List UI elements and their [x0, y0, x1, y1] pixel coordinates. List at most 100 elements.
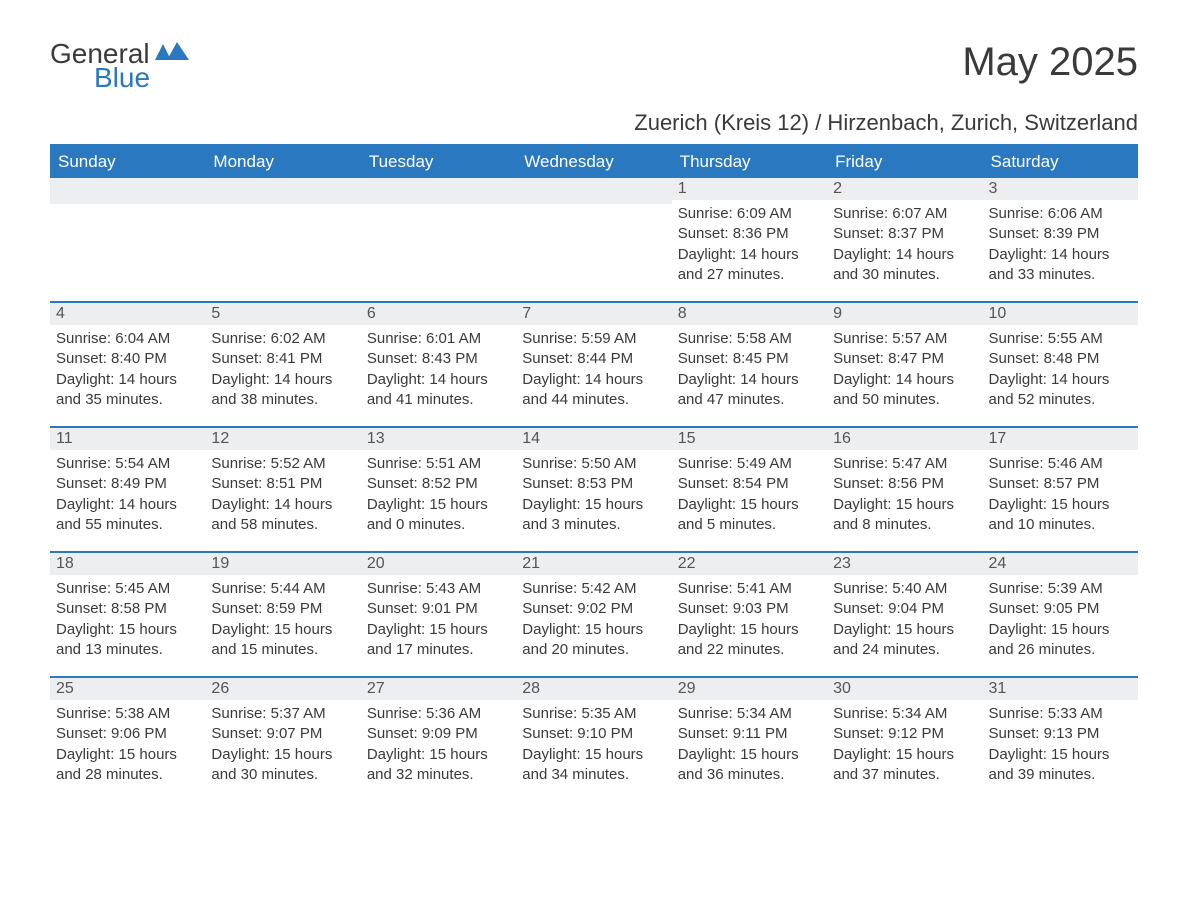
day-sunset: Sunset: 8:49 PM [56, 474, 199, 494]
day-daylight1: Daylight: 15 hours [367, 745, 510, 765]
day-sunset: Sunset: 8:39 PM [989, 224, 1132, 244]
header: General Blue May 2025 [50, 40, 1138, 92]
day-sunrise: Sunrise: 5:38 AM [56, 704, 199, 724]
day-number: 27 [361, 678, 516, 700]
day-sunrise: Sunrise: 5:50 AM [522, 454, 665, 474]
weekday-header: Monday [205, 146, 360, 178]
calendar-day: 10Sunrise: 5:55 AMSunset: 8:48 PMDayligh… [983, 303, 1138, 426]
day-daylight2: and 17 minutes. [367, 640, 510, 660]
calendar-day: 23Sunrise: 5:40 AMSunset: 9:04 PMDayligh… [827, 553, 982, 676]
day-number: 28 [516, 678, 671, 700]
calendar-day: 9Sunrise: 5:57 AMSunset: 8:47 PMDaylight… [827, 303, 982, 426]
day-sunrise: Sunrise: 5:59 AM [522, 329, 665, 349]
day-daylight2: and 24 minutes. [833, 640, 976, 660]
day-sunset: Sunset: 9:11 PM [678, 724, 821, 744]
day-number: 10 [983, 303, 1138, 325]
calendar-day: 26Sunrise: 5:37 AMSunset: 9:07 PMDayligh… [205, 678, 360, 801]
calendar-day: 8Sunrise: 5:58 AMSunset: 8:45 PMDaylight… [672, 303, 827, 426]
day-sunrise: Sunrise: 5:43 AM [367, 579, 510, 599]
day-details: Sunrise: 5:52 AMSunset: 8:51 PMDaylight:… [211, 454, 354, 535]
calendar-day [516, 178, 671, 301]
calendar-day: 28 Sunrise: 5:35 AMSunset: 9:10 PMDayligh… [516, 678, 671, 801]
day-number: 2 [827, 178, 982, 200]
calendar-day [205, 178, 360, 301]
day-daylight1: Daylight: 14 hours [522, 370, 665, 390]
day-daylight2: and 50 minutes. [833, 390, 976, 410]
day-details: Sunrise: 5:46 AMSunset: 8:57 PMDaylight:… [989, 454, 1132, 535]
day-daylight2: and 30 minutes. [211, 765, 354, 785]
day-sunrise: Sunrise: 5:58 AM [678, 329, 821, 349]
calendar-day [361, 178, 516, 301]
day-sunrise: Sunrise: 6:01 AM [367, 329, 510, 349]
day-daylight1: Daylight: 14 hours [833, 370, 976, 390]
day-daylight1: Daylight: 15 hours [56, 620, 199, 640]
day-daylight2: and 28 minutes. [56, 765, 199, 785]
calendar-day: 7Sunrise: 5:59 AMSunset: 8:44 PMDaylight… [516, 303, 671, 426]
day-details: Sunrise: 5:34 AMSunset: 9:11 PMDaylight:… [678, 704, 821, 785]
day-number: 7 [516, 303, 671, 325]
calendar-day: 24Sunrise: 5:39 AMSunset: 9:05 PMDayligh… [983, 553, 1138, 676]
day-number: 3 [983, 178, 1138, 200]
day-sunrise: Sunrise: 5:49 AM [678, 454, 821, 474]
day-details: Sunrise: 5:54 AMSunset: 8:49 PMDaylight:… [56, 454, 199, 535]
calendar-day: 15Sunrise: 5:49 AMSunset: 8:54 PMDayligh… [672, 428, 827, 551]
calendar-day: 2Sunrise: 6:07 AMSunset: 8:37 PMDaylight… [827, 178, 982, 301]
day-sunset: Sunset: 8:54 PM [678, 474, 821, 494]
day-daylight1: Daylight: 14 hours [367, 370, 510, 390]
day-sunset: Sunset: 8:53 PM [522, 474, 665, 494]
calendar: SundayMondayTuesdayWednesdayThursdayFrid… [50, 144, 1138, 801]
day-daylight1: Daylight: 14 hours [678, 370, 821, 390]
day-daylight2: and 38 minutes. [211, 390, 354, 410]
day-sunrise: Sunrise: 6:02 AM [211, 329, 354, 349]
day-details: Sunrise: 5:34 AMSunset: 9:12 PMDaylight:… [833, 704, 976, 785]
weekday-header: Friday [827, 146, 982, 178]
logo-word-blue: Blue [94, 64, 189, 92]
calendar-day: 22Sunrise: 5:41 AMSunset: 9:03 PMDayligh… [672, 553, 827, 676]
day-sunrise: Sunrise: 5:40 AM [833, 579, 976, 599]
day-sunset: Sunset: 8:59 PM [211, 599, 354, 619]
day-daylight2: and 27 minutes. [678, 265, 821, 285]
calendar-day: 21Sunrise: 5:42 AMSunset: 9:02 PMDayligh… [516, 553, 671, 676]
day-details: Sunrise: 6:04 AMSunset: 8:40 PMDaylight:… [56, 329, 199, 410]
day-number: 30 [827, 678, 982, 700]
day-daylight2: and 32 minutes. [367, 765, 510, 785]
day-daylight2: and 22 minutes. [678, 640, 821, 660]
calendar-day: 20Sunrise: 5:43 AMSunset: 9:01 PMDayligh… [361, 553, 516, 676]
day-daylight1: Daylight: 15 hours [522, 745, 665, 765]
day-daylight1: Daylight: 15 hours [989, 495, 1132, 515]
day-daylight2: and 44 minutes. [522, 390, 665, 410]
day-daylight2: and 35 minutes. [56, 390, 199, 410]
day-number [361, 178, 516, 204]
logo-text: General Blue [50, 40, 189, 92]
day-sunrise: Sunrise: 5:54 AM [56, 454, 199, 474]
day-daylight1: Daylight: 14 hours [989, 245, 1132, 265]
day-number: 14 [516, 428, 671, 450]
day-number: 8 [672, 303, 827, 325]
calendar-day: 30 Sunrise: 5:34 AMSunset: 9:12 PMDayligh… [827, 678, 982, 801]
day-daylight1: Daylight: 15 hours [678, 495, 821, 515]
day-number: 29 [672, 678, 827, 700]
calendar-day: 31Sunrise: 5:33 AMSunset: 9:13 PMDayligh… [983, 678, 1138, 801]
day-sunset: Sunset: 8:41 PM [211, 349, 354, 369]
day-daylight1: Daylight: 15 hours [367, 620, 510, 640]
calendar-day: 29 Sunrise: 5:34 AMSunset: 9:11 PMDayligh… [672, 678, 827, 801]
day-sunset: Sunset: 8:36 PM [678, 224, 821, 244]
day-number: 9 [827, 303, 982, 325]
day-number: 4 [50, 303, 205, 325]
day-details: Sunrise: 5:35 AMSunset: 9:10 PMDaylight:… [522, 704, 665, 785]
day-daylight2: and 58 minutes. [211, 515, 354, 535]
day-number: 31 [983, 678, 1138, 700]
day-sunrise: Sunrise: 5:39 AM [989, 579, 1132, 599]
day-sunset: Sunset: 9:09 PM [367, 724, 510, 744]
day-daylight2: and 37 minutes. [833, 765, 976, 785]
logo-flag-icon [155, 42, 189, 62]
day-details: Sunrise: 5:44 AMSunset: 8:59 PMDaylight:… [211, 579, 354, 660]
day-sunset: Sunset: 8:51 PM [211, 474, 354, 494]
day-number: 17 [983, 428, 1138, 450]
day-number [205, 178, 360, 204]
calendar-day: 4 Sunrise: 6:04 AMSunset: 8:40 PMDaylight… [50, 303, 205, 426]
day-sunset: Sunset: 8:52 PM [367, 474, 510, 494]
day-number: 21 [516, 553, 671, 575]
day-details: Sunrise: 6:02 AMSunset: 8:41 PMDaylight:… [211, 329, 354, 410]
day-sunrise: Sunrise: 5:33 AM [989, 704, 1132, 724]
